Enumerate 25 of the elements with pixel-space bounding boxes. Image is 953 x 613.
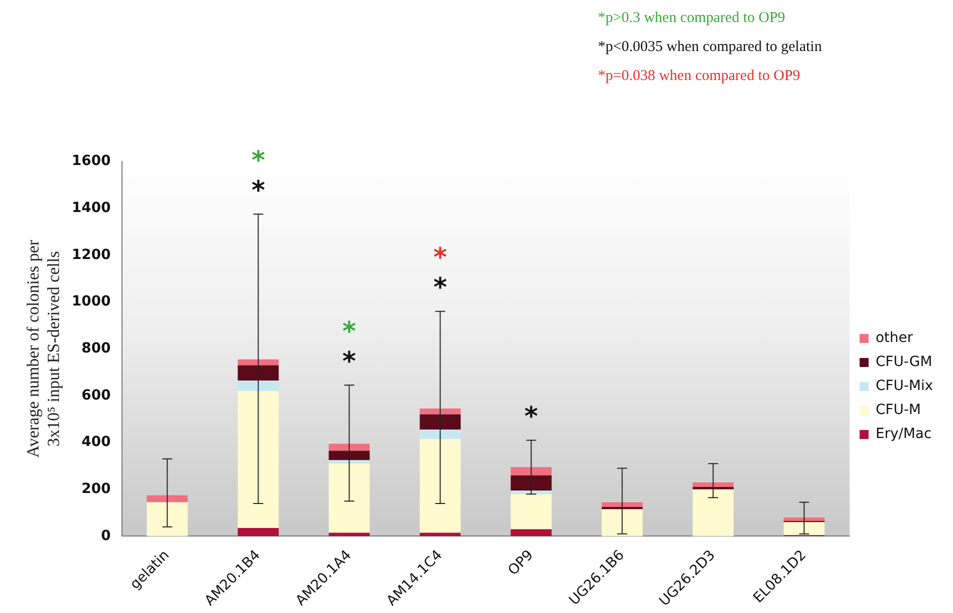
y-tick-label: 1000 <box>72 294 112 310</box>
y-tick-label: 800 <box>82 340 112 356</box>
y-tick-label: 0 <box>101 528 112 544</box>
x-tick-label: OP9 <box>505 547 537 579</box>
y-tick-label: 1200 <box>72 246 112 263</box>
text: *p>0.3 when compared to OP9 <box>598 9 786 28</box>
annotation: * <box>433 273 448 304</box>
annotation: * <box>342 316 356 347</box>
y-tick-label: 200 <box>82 481 112 498</box>
y-axis-title: Average number of colonies per 3x10⁵ input ES-derived cells <box>24 240 64 458</box>
legend-label: other <box>876 330 914 346</box>
text: *p<0.0035 when compared to gelatin <box>598 38 822 57</box>
annotation: * <box>251 176 266 206</box>
annotation: * <box>524 402 538 432</box>
annotation: * <box>342 346 356 377</box>
y-tick-label: 400 <box>82 434 112 450</box>
y-tick-label: 1600 <box>72 153 112 170</box>
annotation: * <box>433 243 448 274</box>
text: *p=0.038 when compared to OP9 <box>598 67 802 86</box>
legend-label: CFU-GM <box>876 354 932 370</box>
legend-label: CFU-M <box>876 402 921 418</box>
legend-label: CFU-Mix <box>876 378 934 394</box>
y-tick-label: 1400 <box>72 200 112 216</box>
legend-label: Ery/Mac <box>876 426 932 442</box>
y-tick-label: 600 <box>82 387 112 404</box>
